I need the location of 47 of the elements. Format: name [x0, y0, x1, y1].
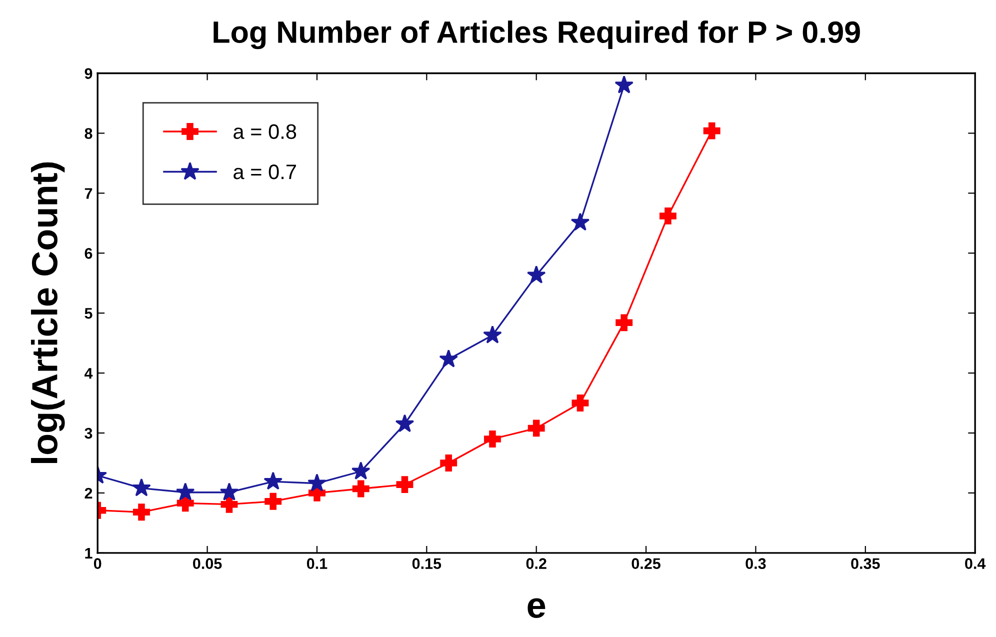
point: [308, 474, 326, 492]
point: [528, 420, 545, 437]
point: [439, 349, 458, 368]
point: [614, 75, 634, 94]
point: [396, 476, 414, 494]
x-axis-title: e: [528, 598, 546, 618]
y-tick-label: 5: [84, 308, 92, 319]
point: [616, 314, 633, 332]
point: [484, 430, 501, 448]
point: [440, 454, 458, 472]
x-tick-label: 0.15: [412, 558, 442, 569]
point: [395, 414, 414, 432]
point: [703, 122, 720, 140]
point: [264, 472, 283, 490]
legend-label: a = 0.7: [234, 164, 296, 180]
point: [526, 265, 546, 284]
point: [483, 325, 502, 344]
x-tick-label: 0.25: [632, 558, 660, 569]
x-tick-label: 0.3: [746, 558, 766, 570]
point: [176, 482, 195, 500]
point: [220, 482, 239, 500]
point: [570, 212, 590, 231]
x-tick-label: 0.1: [306, 558, 328, 569]
point: [220, 496, 238, 513]
point: [133, 504, 150, 521]
x-tick-label: 0.35: [851, 558, 880, 570]
y-tick-label: 8: [84, 128, 92, 139]
y-tick-label: 4: [84, 368, 93, 379]
x-tick-label: 0: [94, 558, 102, 569]
point: [132, 478, 151, 496]
y-tick-label: 3: [84, 428, 92, 439]
point: [659, 207, 676, 224]
chart-title: Log Number of Articles Required for P > 0.99: [214, 20, 860, 50]
point: [264, 492, 282, 510]
y-tick-label: 1: [85, 548, 92, 558]
x-tick-label: 0.2: [526, 558, 546, 569]
point: [572, 394, 589, 412]
x-tick-label: 0.05: [193, 558, 222, 569]
y-tick-label: 6: [84, 248, 92, 259]
x-tick-label: 0.4: [965, 558, 986, 569]
y-tick-label: 9: [84, 68, 92, 79]
point: [351, 462, 370, 480]
y-axis-title: log(Article Count): [30, 162, 65, 464]
y-tick-label: 7: [84, 188, 92, 199]
y-tick-label: 2: [84, 488, 92, 498]
point: [352, 480, 370, 498]
legend-label: a = 0.8: [234, 124, 296, 139]
